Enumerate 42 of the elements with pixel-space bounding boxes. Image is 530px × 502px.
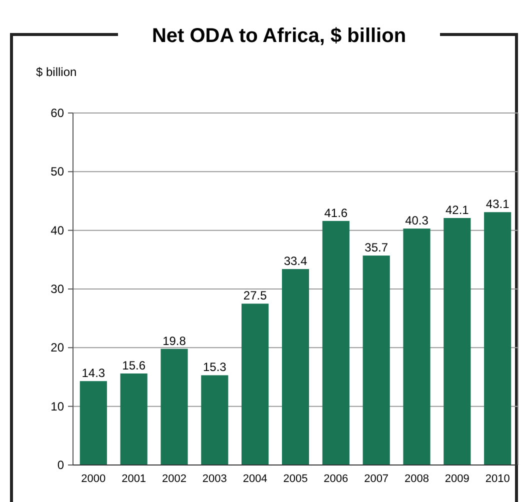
y-tick-label: 50: [50, 164, 64, 179]
data-label: 42.1: [445, 203, 470, 218]
y-axis-title: $ billion: [36, 65, 77, 79]
data-label: 27.5: [243, 288, 268, 303]
data-label: 40.3: [405, 214, 429, 228]
bar: [80, 381, 107, 465]
x-tick-label: 2006: [324, 473, 348, 485]
data-label: 14.3: [82, 366, 106, 380]
bar: [160, 348, 188, 465]
bar: [201, 375, 228, 465]
bar: [242, 304, 269, 465]
chart-title: Net ODA to Africa, $ billion: [152, 25, 406, 47]
y-tick-label: 0: [57, 458, 64, 472]
x-tick-label: 2010: [485, 473, 510, 485]
bar: [362, 256, 390, 465]
bar: [444, 218, 471, 465]
bar: [120, 373, 148, 465]
bar: [322, 220, 350, 465]
y-tick-label: 10: [50, 399, 64, 414]
bar: [282, 269, 310, 465]
data-label: 41.6: [324, 206, 348, 220]
x-tick-label: 2005: [283, 473, 308, 485]
data-label: 43.1: [486, 197, 510, 212]
y-tick-label: 30: [50, 282, 64, 296]
bar: [484, 212, 512, 465]
data-label: 15.6: [122, 358, 146, 372]
x-tick-label: 2009: [444, 473, 470, 485]
data-label: 15.3: [202, 360, 227, 374]
x-tick-label: 2007: [364, 473, 389, 485]
x-tick-label: 2003: [202, 473, 227, 485]
x-tick-label: 2000: [81, 473, 106, 485]
data-label: 19.8: [162, 334, 186, 348]
x-tick-label: 2004: [242, 473, 268, 485]
bar: [403, 228, 430, 465]
y-tick-label: 40: [50, 223, 64, 238]
y-tick-label: 60: [50, 106, 64, 120]
x-tick-label: 2008: [404, 473, 429, 485]
y-tick-label: 20: [50, 340, 64, 355]
data-label: 35.7: [364, 240, 388, 255]
x-tick-label: 2001: [122, 473, 146, 485]
x-tick-label: 2002: [162, 473, 186, 485]
data-label: 33.4: [284, 254, 308, 268]
